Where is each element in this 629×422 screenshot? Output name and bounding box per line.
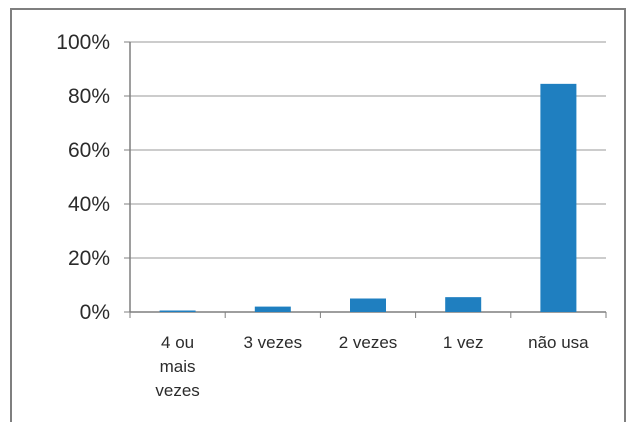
x-tick-label: 4 ou mais vezes: [155, 333, 199, 400]
y-tick-label: 60%: [68, 139, 110, 162]
bar: [254, 306, 291, 312]
y-tick-label: 80%: [68, 85, 110, 108]
y-tick-label: 0%: [80, 301, 110, 324]
bar: [540, 83, 577, 312]
chart-border-left: [10, 8, 12, 422]
y-tick-label: 100%: [56, 31, 110, 54]
y-tick-label: 40%: [68, 193, 110, 216]
x-tick-label: 1 vez: [443, 333, 484, 352]
bar: [445, 297, 482, 312]
y-tick-label: 20%: [68, 247, 110, 270]
bars: [159, 83, 577, 312]
chart-border-right: [624, 8, 626, 422]
x-axis-labels: 4 ou mais vezes 3 vezes 2 vezes 1 vez não usa: [155, 333, 589, 400]
chart-border-top: [10, 8, 626, 10]
x-tick-label: não usa: [528, 333, 589, 352]
y-axis: 0% 20% 40% 60% 80% 100%: [56, 31, 607, 324]
x-tick-label: 2 vezes: [339, 333, 398, 352]
bar: [159, 310, 196, 312]
gridlines: [130, 41, 606, 259]
x-tick-label: 3 vezes: [244, 333, 303, 352]
bar: [350, 298, 386, 312]
